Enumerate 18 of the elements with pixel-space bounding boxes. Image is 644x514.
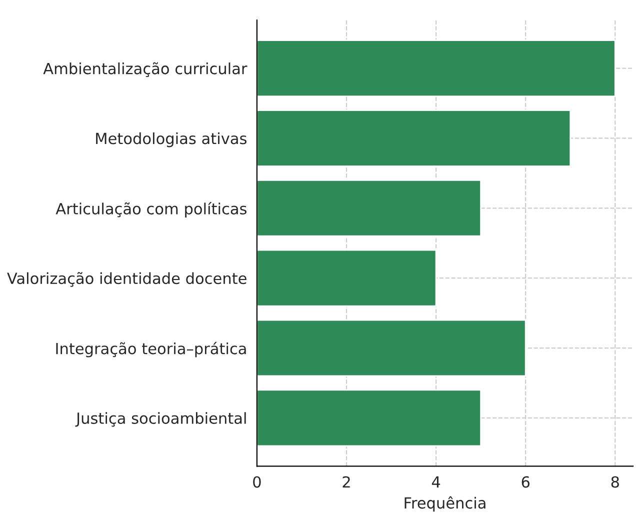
x-tick-label: 6 <box>522 476 530 488</box>
y-tick-label: Justiça socioambiental <box>75 412 246 427</box>
bar <box>256 249 437 307</box>
bar <box>256 319 526 377</box>
x-tick-label: 2 <box>342 476 350 488</box>
bar <box>256 110 572 167</box>
bar <box>256 389 482 447</box>
x-tick-label: 4 <box>432 476 440 488</box>
y-tick-label: Articulação com políticas <box>56 202 246 218</box>
y-tick-label: Ambientalização curricular <box>43 62 248 78</box>
x-axis-title: Frequência <box>404 496 486 512</box>
x-tick-label: 8 <box>611 476 619 488</box>
bar <box>256 40 616 97</box>
y-tick-label: Metodologias ativas <box>96 132 246 148</box>
y-tick-label: Integração teoria–prática <box>56 342 246 358</box>
y-tick-label: Valorização identidade docente <box>7 272 246 287</box>
x-tick-label: 0 <box>253 476 261 488</box>
bar <box>256 179 482 237</box>
